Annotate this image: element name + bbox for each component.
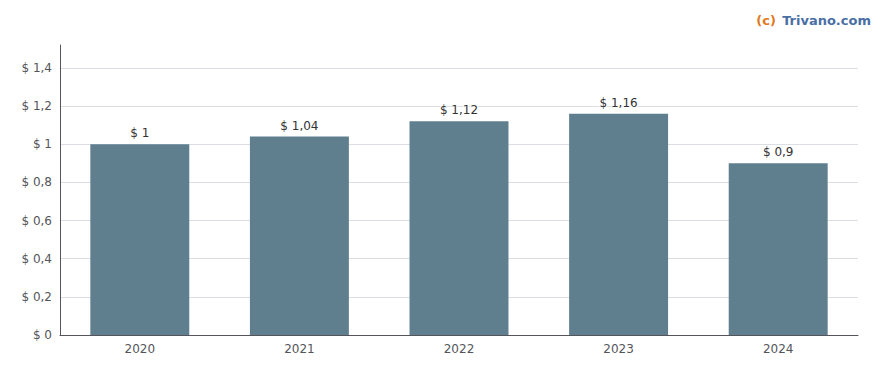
svg-text:$ 1,12: $ 1,12 [440,103,478,117]
svg-text:2024: 2024 [763,342,794,356]
svg-text:2020: 2020 [125,342,156,356]
svg-text:Trivano.com: Trivano.com [782,13,871,28]
svg-text:(c): (c) [756,13,776,28]
svg-text:$ 1,16: $ 1,16 [600,96,638,110]
svg-text:$ 0,2: $ 0,2 [21,290,52,304]
svg-text:$ 0,9: $ 0,9 [763,145,794,159]
svg-text:$ 1: $ 1 [33,137,52,151]
svg-text:$ 0,4: $ 0,4 [21,252,52,266]
svg-text:$ 0,6: $ 0,6 [21,214,52,228]
svg-text:2022: 2022 [444,342,475,356]
svg-text:$ 1,2: $ 1,2 [21,99,52,113]
svg-text:2021: 2021 [284,342,315,356]
svg-text:$ 1: $ 1 [130,126,149,140]
svg-text:$ 0: $ 0 [33,328,52,342]
svg-text:2023: 2023 [603,342,634,356]
svg-text:$ 1,04: $ 1,04 [280,119,318,133]
svg-text:$ 1,4: $ 1,4 [21,61,52,75]
svg-text:$ 0,8: $ 0,8 [21,175,52,189]
